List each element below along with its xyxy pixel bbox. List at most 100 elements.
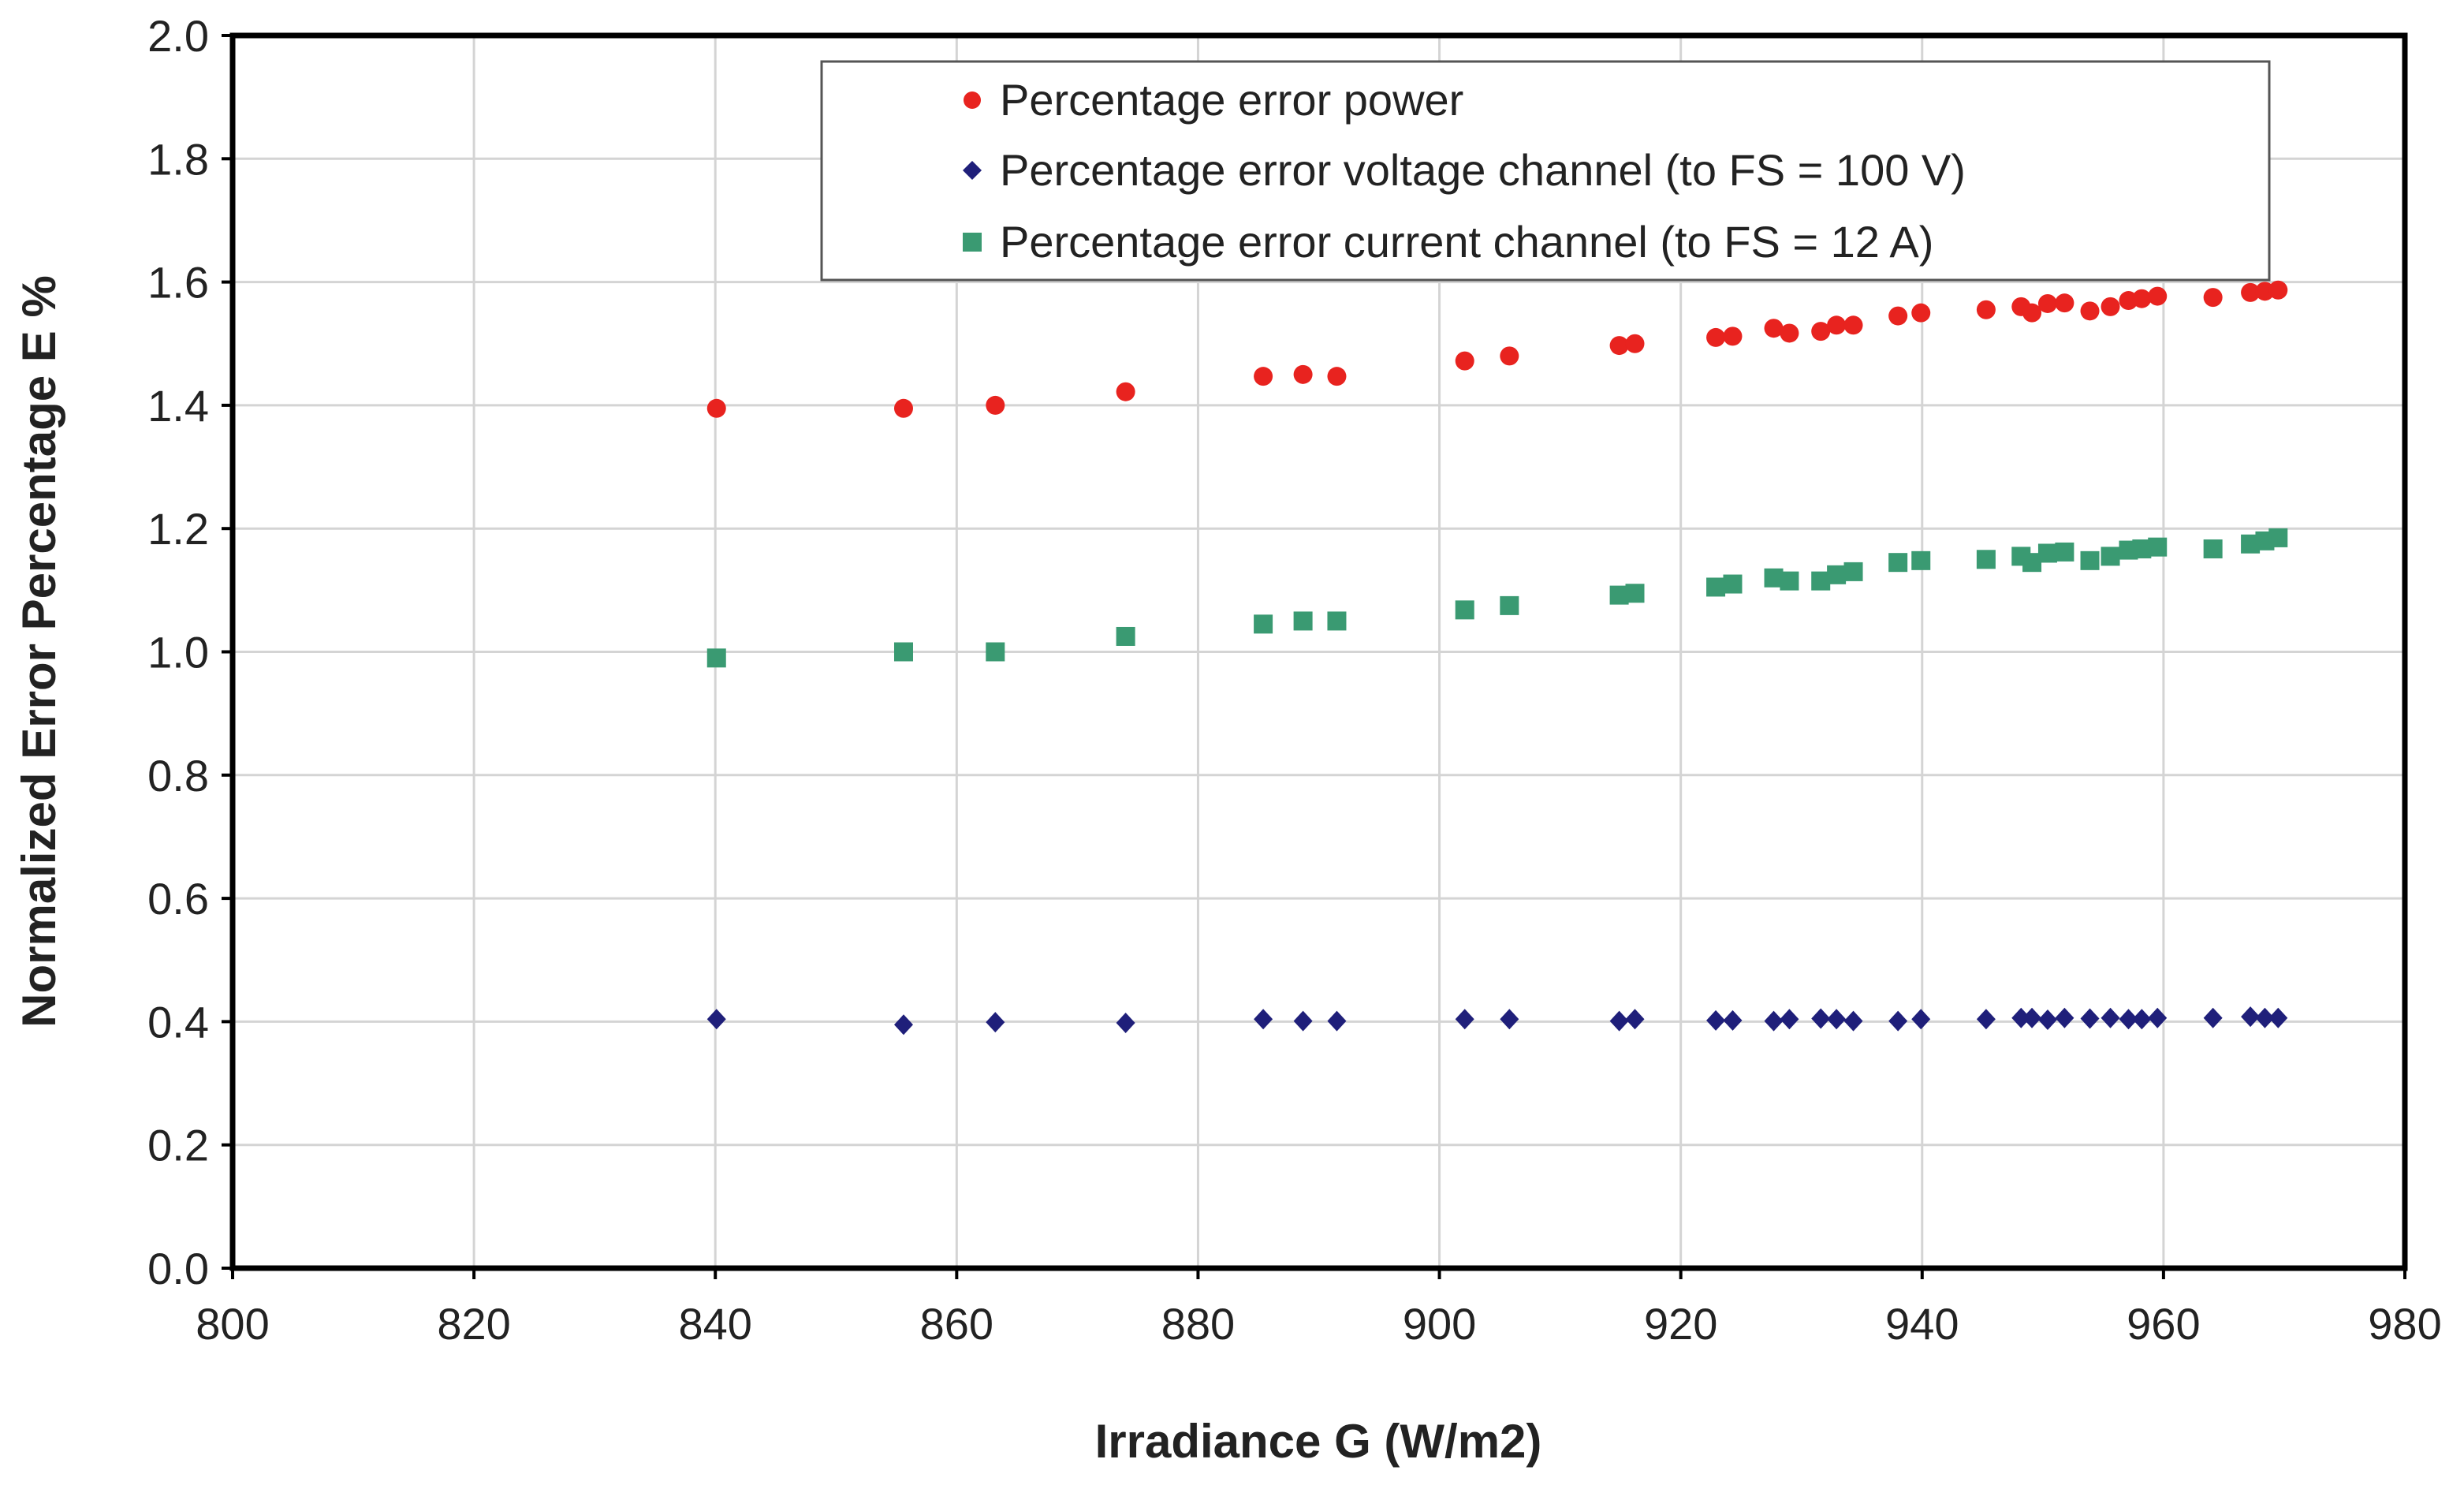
y-tick-label: 0.2 — [147, 1121, 209, 1170]
data-point-series-0 — [2022, 303, 2042, 323]
data-point-series-2 — [1976, 550, 1996, 569]
data-point-series-0 — [986, 395, 1005, 415]
data-point-series-1 — [2011, 1007, 2031, 1028]
x-axis-ticks: 800 820 840 860 880 900 920 940 960 980 — [196, 1268, 2442, 1349]
y-tick-label: 0.8 — [147, 751, 209, 800]
data-point-series-2 — [1327, 611, 1347, 631]
x-tick-label: 900 — [1403, 1299, 1476, 1349]
data-point-series-1 — [2055, 1007, 2074, 1028]
data-point-series-0 — [1609, 336, 1629, 356]
data-point-series-1 — [1327, 1010, 1347, 1032]
data-point-series-2 — [986, 642, 1005, 662]
data-point-series-1 — [2132, 1009, 2152, 1030]
data-point-series-1 — [2022, 1007, 2042, 1028]
data-point-series-2 — [893, 642, 913, 662]
data-point-series-1 — [2080, 1008, 2100, 1029]
data-point-series-1 — [1500, 1009, 1519, 1030]
x-tick-label: 820 — [437, 1299, 510, 1349]
data-point-series-2 — [1254, 614, 1273, 634]
data-point-series-2 — [2203, 539, 2223, 558]
legend-marker-voltage — [963, 161, 982, 180]
legend-label-power: Percentage error power — [1000, 75, 1463, 125]
data-point-series-1 — [2241, 1006, 2261, 1028]
legend-marker-power — [964, 91, 981, 109]
data-point-series-1 — [1625, 1009, 1645, 1030]
x-axis-title: Irradiance G (W/m2) — [1095, 1415, 1542, 1468]
data-point-series-1 — [2101, 1007, 2120, 1028]
data-point-series-2 — [2037, 543, 2057, 563]
data-points — [706, 280, 2288, 1036]
data-point-series-2 — [1706, 577, 1726, 597]
data-point-series-0 — [1827, 315, 1847, 335]
data-point-series-0 — [1254, 367, 1273, 386]
data-point-series-2 — [2148, 537, 2168, 557]
data-point-series-0 — [2080, 301, 2100, 321]
data-point-series-2 — [1500, 595, 1519, 615]
data-point-series-2 — [1625, 584, 1645, 603]
data-point-series-0 — [2203, 288, 2223, 308]
data-point-series-2 — [1723, 574, 1743, 594]
data-point-series-2 — [1293, 611, 1313, 631]
legend-box — [820, 60, 2271, 282]
data-point-series-0 — [706, 398, 726, 418]
y-tick-label: 2.0 — [147, 11, 209, 61]
data-point-series-1 — [1455, 1009, 1474, 1030]
data-point-series-0 — [1116, 382, 1135, 401]
y-tick-label: 1.0 — [147, 628, 209, 677]
x-tick-label: 980 — [2368, 1299, 2441, 1349]
data-point-series-1 — [1827, 1009, 1847, 1030]
data-point-series-0 — [1706, 327, 1726, 347]
data-point-series-1 — [1811, 1008, 1831, 1029]
y-tick-label: 1.8 — [147, 134, 209, 184]
x-tick-label: 960 — [2127, 1299, 2200, 1349]
x-tick-label: 880 — [1161, 1299, 1235, 1349]
legend-label-current: Percentage error current channel (to FS … — [1000, 217, 1933, 267]
data-point-series-0 — [1327, 367, 1347, 386]
data-point-series-1 — [986, 1012, 1005, 1033]
legend-marker-current — [963, 233, 982, 252]
data-point-series-1 — [1116, 1012, 1135, 1033]
y-axis-title: Normalized Error Percentage E % — [13, 275, 65, 1028]
x-tick-label: 940 — [1885, 1299, 1959, 1349]
data-point-series-2 — [1116, 626, 1135, 646]
data-point-series-1 — [1609, 1010, 1629, 1032]
data-point-series-0 — [1811, 322, 1831, 341]
y-tick-label: 1.6 — [147, 258, 209, 308]
x-tick-label: 920 — [1644, 1299, 1717, 1349]
data-point-series-2 — [1455, 600, 1474, 620]
data-point-series-1 — [2268, 1007, 2288, 1028]
data-point-series-1 — [706, 1009, 726, 1030]
data-point-series-1 — [1976, 1009, 1996, 1030]
y-tick-label: 1.4 — [147, 381, 209, 431]
data-point-series-0 — [2148, 286, 2168, 306]
y-tick-label: 1.2 — [147, 504, 209, 554]
data-point-series-2 — [2055, 542, 2074, 562]
x-tick-label: 800 — [196, 1299, 269, 1349]
data-point-series-1 — [893, 1014, 913, 1036]
data-point-series-2 — [706, 648, 726, 668]
data-point-series-2 — [1827, 565, 1847, 584]
data-point-series-0 — [1625, 334, 1645, 353]
data-point-series-2 — [2268, 528, 2288, 547]
data-point-series-1 — [2119, 1009, 2138, 1030]
y-tick-label: 0.4 — [147, 997, 209, 1047]
legend: Percentage error power Percentage error … — [820, 60, 2271, 282]
data-point-series-0 — [1976, 300, 1996, 319]
data-point-series-0 — [2055, 293, 2074, 313]
x-tick-label: 860 — [920, 1299, 993, 1349]
data-point-series-1 — [2203, 1007, 2223, 1028]
data-point-series-1 — [1843, 1010, 1863, 1032]
data-point-series-1 — [1293, 1010, 1313, 1032]
legend-label-voltage: Percentage error voltage channel (to FS … — [1000, 145, 1966, 195]
data-point-series-0 — [1293, 364, 1313, 384]
data-point-series-1 — [1888, 1010, 1908, 1032]
data-point-series-1 — [2255, 1007, 2275, 1028]
data-point-series-0 — [2268, 280, 2288, 300]
data-point-series-0 — [1500, 346, 1519, 366]
data-point-series-0 — [2132, 289, 2152, 308]
data-point-series-1 — [1723, 1009, 1743, 1031]
data-point-series-0 — [1911, 303, 1931, 323]
x-tick-label: 840 — [679, 1299, 752, 1349]
data-point-series-1 — [1911, 1009, 1931, 1030]
